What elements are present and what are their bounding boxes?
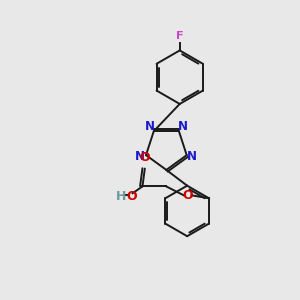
Text: N: N bbox=[145, 120, 155, 133]
Text: F: F bbox=[176, 31, 184, 40]
Text: N: N bbox=[177, 120, 188, 133]
Text: O: O bbox=[140, 151, 150, 164]
Text: N: N bbox=[188, 151, 197, 164]
Text: N: N bbox=[135, 151, 145, 164]
Text: O: O bbox=[126, 190, 137, 203]
Text: O: O bbox=[182, 189, 193, 202]
Text: H: H bbox=[116, 190, 126, 203]
